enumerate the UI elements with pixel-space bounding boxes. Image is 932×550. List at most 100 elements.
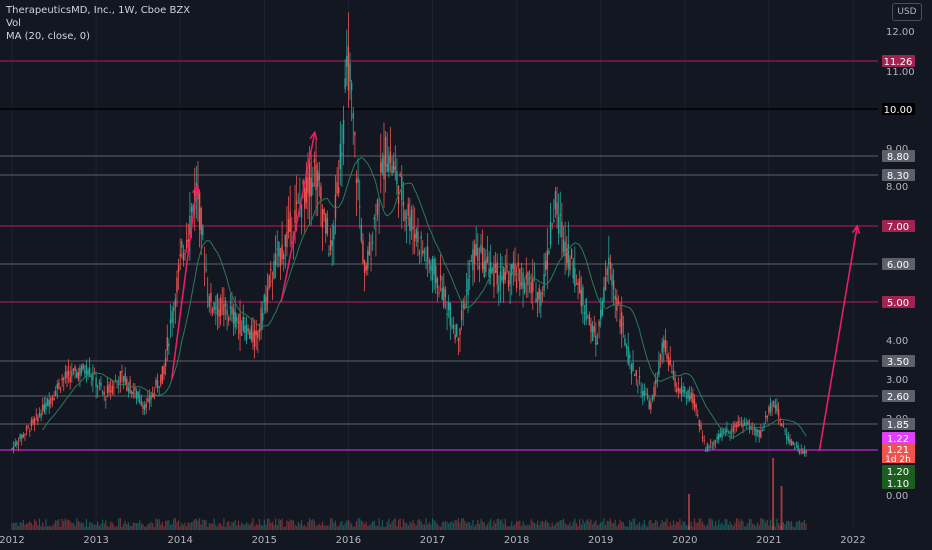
candle-body xyxy=(185,240,188,249)
candle-body xyxy=(774,405,777,409)
candle-body xyxy=(745,423,747,425)
volume-bar xyxy=(653,523,655,530)
volume-bar xyxy=(273,524,275,530)
volume-bar xyxy=(205,520,207,530)
candle-body xyxy=(173,307,175,312)
candle-body xyxy=(336,182,338,194)
candle-body xyxy=(14,442,16,447)
x-axis-tick-label: 2013 xyxy=(83,535,108,546)
level-label: 1.10 xyxy=(887,479,909,490)
volume-bar xyxy=(422,524,424,530)
candle-body xyxy=(200,208,202,235)
volume-bar xyxy=(56,520,58,530)
candle-body xyxy=(378,204,380,206)
candle-body xyxy=(283,254,285,260)
candle-body xyxy=(371,242,374,244)
candle-body xyxy=(617,302,620,304)
candle-body xyxy=(797,445,799,451)
candle-body xyxy=(40,413,42,418)
candle-body xyxy=(331,240,333,247)
candle-body xyxy=(158,386,160,388)
candle-body xyxy=(342,119,345,144)
currency-button[interactable]: USD xyxy=(892,3,922,21)
volume-bar xyxy=(156,519,159,530)
volume-bar xyxy=(114,526,117,530)
x-axis-tick-label: 2022 xyxy=(840,535,865,546)
candle-body xyxy=(105,399,107,401)
candle-body xyxy=(551,223,553,225)
candle-body xyxy=(666,354,668,359)
candle-body xyxy=(347,45,350,91)
volume-bar xyxy=(384,526,387,530)
candle-body xyxy=(493,263,495,287)
candle-body xyxy=(701,437,704,439)
candle-body xyxy=(341,152,343,155)
x-axis-tick-label: 2016 xyxy=(336,535,361,546)
candle-body xyxy=(743,422,746,426)
volume-bar xyxy=(313,521,316,530)
volume-bar xyxy=(305,526,307,530)
candle-body xyxy=(433,258,435,275)
volume-bar xyxy=(546,521,548,530)
candle-body xyxy=(211,308,214,313)
volume-bar xyxy=(397,519,400,530)
candle-body xyxy=(203,266,206,268)
candle-body xyxy=(541,292,544,294)
level-label: 6.00 xyxy=(887,260,909,271)
candle-body xyxy=(213,302,215,311)
volume-bar xyxy=(525,525,527,530)
volume-bar xyxy=(538,525,540,530)
candle-body xyxy=(43,404,46,412)
volume-bar xyxy=(129,525,131,530)
volume-bar xyxy=(506,526,508,530)
volume-bar xyxy=(378,518,380,530)
volume-bar xyxy=(24,524,26,530)
candle-body xyxy=(724,430,726,435)
candle-body xyxy=(703,439,705,441)
volume-bar xyxy=(90,522,92,530)
volume-bar xyxy=(656,521,658,530)
volume-bar xyxy=(758,525,760,530)
candle-body xyxy=(312,182,314,187)
volume-bar xyxy=(778,523,780,530)
candle-body xyxy=(273,261,275,280)
volume-bar xyxy=(431,518,434,530)
candle-body xyxy=(483,261,485,277)
candle-body xyxy=(779,419,781,422)
candle-body xyxy=(45,402,47,410)
volume-bar xyxy=(194,519,196,530)
candle-body xyxy=(153,392,156,398)
volume-bar xyxy=(19,522,21,530)
volume-bar xyxy=(664,521,666,530)
volume-bar xyxy=(42,522,44,530)
volume-bar xyxy=(658,526,660,530)
volume-bar xyxy=(666,518,668,530)
candle-body xyxy=(435,265,437,283)
candle-body xyxy=(499,271,502,285)
volume-bar xyxy=(634,518,636,530)
candle-body xyxy=(346,56,348,67)
candle-body xyxy=(600,309,602,320)
volume-bar xyxy=(362,521,364,530)
volume-bar xyxy=(701,522,704,530)
x-axis-tick-label: 2012 xyxy=(0,535,25,546)
volume-bar xyxy=(574,518,576,530)
candle-body xyxy=(38,412,41,416)
candle-body xyxy=(698,420,701,427)
volume-bar xyxy=(642,523,644,530)
volume-bar xyxy=(582,519,584,530)
candle-body xyxy=(650,402,652,410)
volume-bar xyxy=(695,522,697,530)
candle-body xyxy=(337,187,340,194)
candle-body xyxy=(632,362,634,372)
candle-body xyxy=(95,377,97,388)
candle-body xyxy=(373,217,375,220)
level-label-bg xyxy=(882,150,915,162)
volume-bar xyxy=(425,518,427,530)
volume-bar xyxy=(89,522,91,530)
volume-bar xyxy=(761,518,764,530)
candle-body xyxy=(679,388,681,393)
candle-body xyxy=(24,434,26,436)
